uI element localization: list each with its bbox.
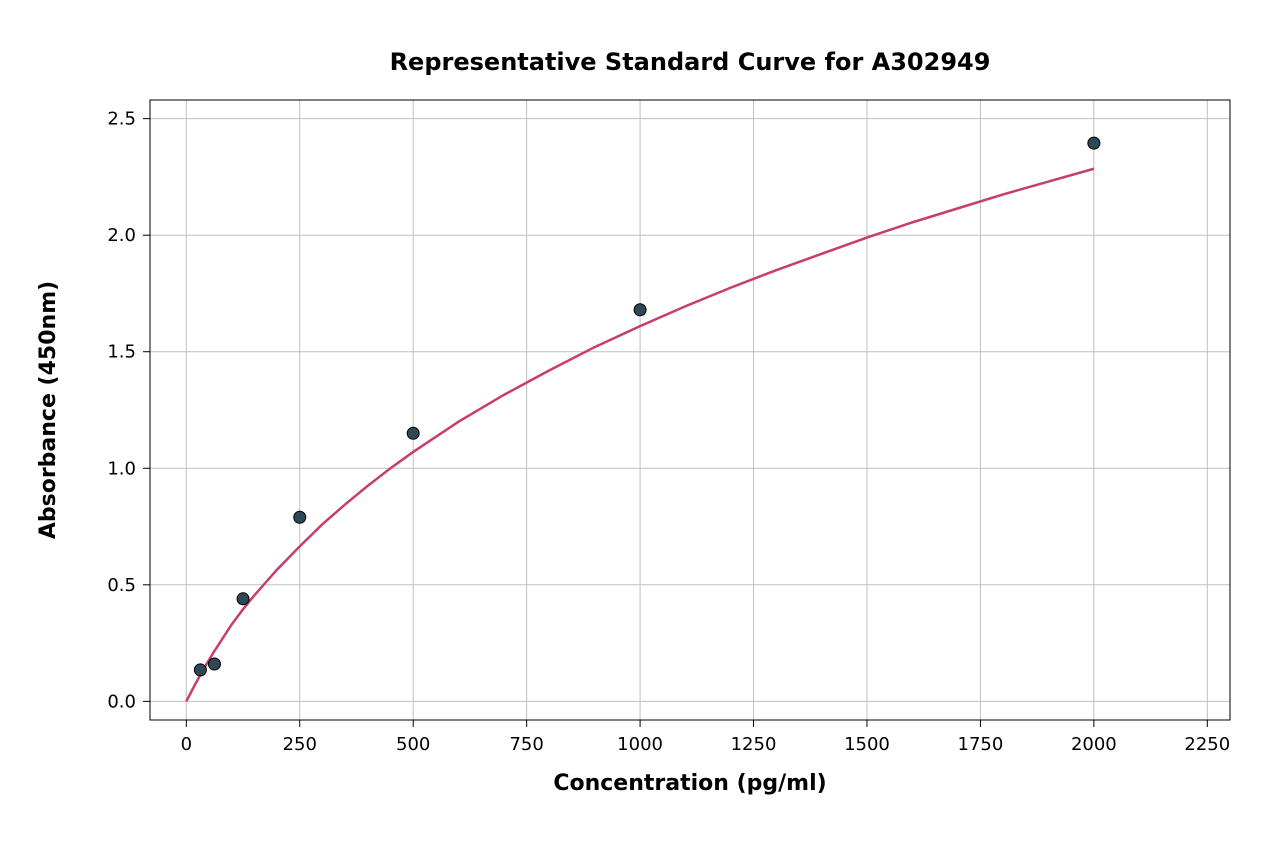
xtick-label: 1250 — [731, 734, 777, 755]
xtick-label: 1000 — [617, 734, 663, 755]
data-point — [1088, 137, 1100, 149]
xtick-label: 250 — [283, 734, 317, 755]
x-axis-label: Concentration (pg/ml) — [553, 771, 826, 796]
standard-curve-chart: 0 250 500 750 1000 1250 1500 1750 2000 2250 0.0 0.5… — [0, 0, 1280, 845]
ytick-label: 1.0 — [107, 458, 136, 479]
chart-container: 0 250 500 750 1000 1250 1500 1750 2000 2250 0.0 0.5… — [0, 0, 1280, 845]
ytick-label: 0.5 — [107, 575, 136, 596]
chart-title: Representative Standard Curve for A30294… — [390, 48, 991, 76]
data-point — [634, 304, 646, 316]
xtick-label: 2250 — [1184, 734, 1230, 755]
xtick-label: 1500 — [844, 734, 890, 755]
xtick-label: 0 — [181, 734, 192, 755]
ytick-label: 2.5 — [107, 109, 136, 130]
data-point — [294, 511, 306, 523]
xtick-label: 2000 — [1071, 734, 1117, 755]
data-point — [208, 658, 220, 670]
ytick-label: 0.0 — [107, 691, 136, 712]
xtick-label: 750 — [509, 734, 543, 755]
y-axis-label: Absorbance (450nm) — [36, 281, 61, 539]
ytick-label: 2.0 — [107, 225, 136, 246]
data-point — [407, 427, 419, 439]
xtick-label: 500 — [396, 734, 430, 755]
data-point — [194, 664, 206, 676]
ytick-label: 1.5 — [107, 342, 136, 363]
data-point — [237, 593, 249, 605]
xtick-label: 1750 — [958, 734, 1004, 755]
